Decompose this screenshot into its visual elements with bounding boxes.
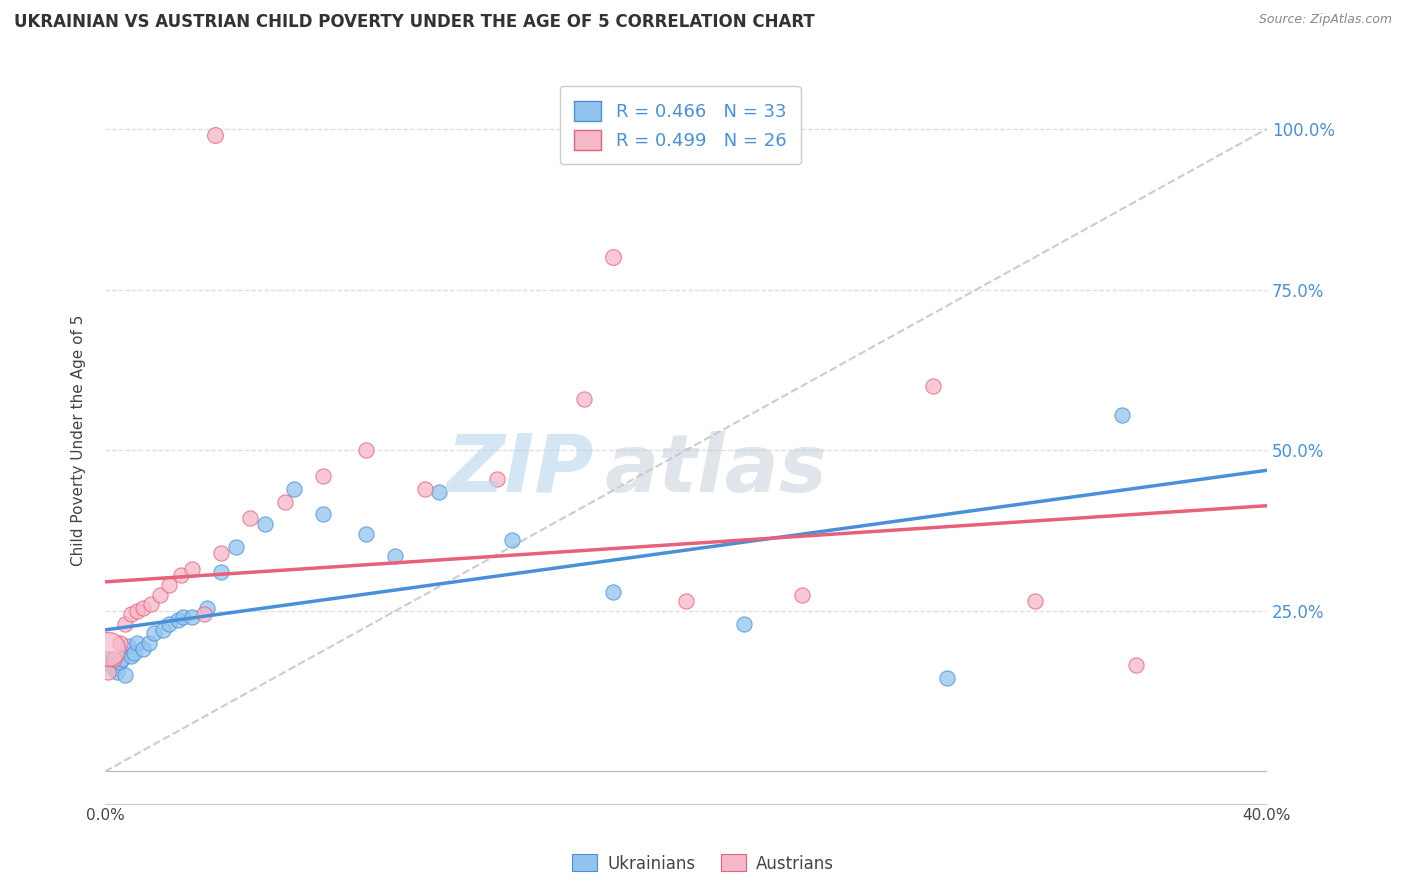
Point — [501, 533, 523, 548]
Point — [193, 607, 215, 621]
Point — [108, 636, 131, 650]
Point — [143, 626, 166, 640]
Point — [157, 578, 180, 592]
Point — [132, 642, 155, 657]
Point — [209, 566, 232, 580]
Point — [274, 494, 297, 508]
Legend: Ukrainians, Austrians: Ukrainians, Austrians — [565, 847, 841, 880]
Point — [138, 636, 160, 650]
Point — [125, 636, 148, 650]
Point — [181, 562, 204, 576]
Point — [356, 443, 378, 458]
Point — [181, 610, 204, 624]
Point — [427, 485, 450, 500]
Point — [172, 610, 194, 624]
Point — [384, 549, 406, 564]
Point — [108, 655, 131, 669]
Point — [125, 604, 148, 618]
Point — [141, 598, 163, 612]
Point — [97, 652, 120, 666]
Point — [204, 128, 226, 143]
Point — [103, 662, 125, 676]
Point — [792, 588, 814, 602]
Point — [486, 472, 509, 486]
Point — [120, 607, 142, 621]
Point — [602, 251, 624, 265]
Point — [122, 646, 145, 660]
Point — [152, 623, 174, 637]
Legend: R = 0.466   N = 33, R = 0.499   N = 26: R = 0.466 N = 33, R = 0.499 N = 26 — [560, 87, 800, 164]
Point — [239, 510, 262, 524]
Point — [253, 517, 276, 532]
Text: atlas: atlas — [605, 431, 827, 508]
Point — [675, 594, 697, 608]
Text: Source: ZipAtlas.com: Source: ZipAtlas.com — [1258, 13, 1392, 27]
Point — [921, 379, 943, 393]
Point — [413, 482, 436, 496]
Point — [1125, 658, 1147, 673]
Point — [97, 665, 120, 679]
Point — [117, 639, 139, 653]
Point — [166, 614, 188, 628]
Text: UKRAINIAN VS AUSTRIAN CHILD POVERTY UNDER THE AGE OF 5 CORRELATION CHART: UKRAINIAN VS AUSTRIAN CHILD POVERTY UNDE… — [14, 13, 815, 31]
Y-axis label: Child Poverty Under the Age of 5: Child Poverty Under the Age of 5 — [72, 315, 86, 566]
Point — [225, 540, 247, 554]
Point — [169, 568, 191, 582]
Point — [1024, 594, 1046, 608]
Point — [356, 526, 378, 541]
Point — [100, 658, 122, 673]
Point — [149, 588, 172, 602]
Point — [283, 482, 305, 496]
Point — [157, 616, 180, 631]
Point — [132, 600, 155, 615]
Point — [574, 392, 596, 406]
Text: ZIP: ZIP — [446, 431, 593, 508]
Point — [105, 665, 128, 679]
Point — [97, 642, 120, 657]
Point — [114, 668, 136, 682]
Point — [1111, 408, 1133, 422]
Point — [120, 648, 142, 663]
Point — [111, 652, 134, 666]
Point — [103, 652, 125, 666]
Point — [733, 616, 755, 631]
Point — [312, 468, 335, 483]
Point — [195, 600, 218, 615]
Point — [114, 616, 136, 631]
Point — [602, 584, 624, 599]
Point — [312, 508, 335, 522]
Point — [209, 546, 232, 560]
Point — [936, 671, 959, 685]
